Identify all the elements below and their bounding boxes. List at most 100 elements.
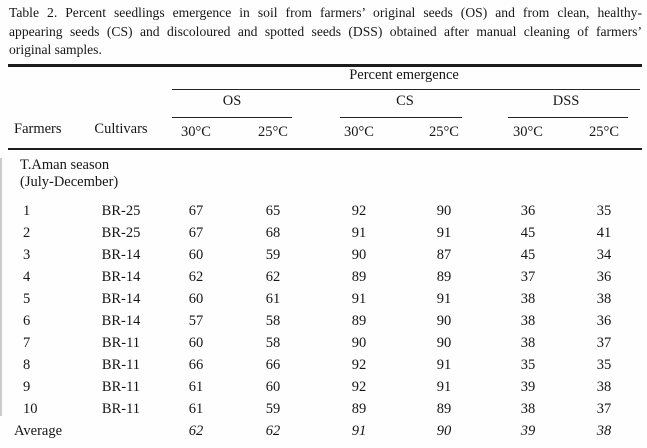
value-cell: 38: [520, 400, 536, 417]
value-cell: 35: [520, 356, 536, 373]
value-cell: 58: [265, 334, 281, 351]
group-label-dss: DSS: [552, 93, 580, 110]
header-row-span: Farmers Cultivars Percent emergence: [8, 65, 642, 150]
table-row: 8 BR-11 66 66 92 91 35 35: [8, 355, 642, 377]
value-cell: 36: [596, 312, 612, 329]
table-row: 1 BR-25 67 65 92 90 36 35: [8, 201, 642, 223]
group-header-os: OS: [166, 90, 320, 118]
value-cell: 41: [596, 224, 612, 241]
season-cell: T.Aman season (July-December): [8, 149, 642, 201]
value-cell: 91: [436, 290, 452, 307]
cultivar-cell: BR-11: [101, 334, 141, 351]
table-row: 5 BR-14 60 61 91 91 38 38: [8, 289, 642, 311]
value-cell: 89: [351, 400, 367, 417]
table-row: 9 BR-11 61 60 92 91 39 38: [8, 377, 642, 399]
group-rule-dss: [508, 116, 629, 118]
table-row: 3 BR-14 60 59 90 87 45 34: [8, 245, 642, 267]
value-cell: 38: [520, 312, 536, 329]
temp-header-cs-25: 25°C: [398, 117, 490, 150]
group-header-cs: CS: [320, 90, 490, 118]
value-cell: 91: [351, 290, 367, 307]
average-value-cell: 62: [265, 422, 281, 439]
value-cell: 35: [596, 202, 612, 219]
header-row-groups: OS CS DSS: [8, 90, 642, 118]
emergence-table: Farmers Cultivars Percent emergence OS C…: [8, 64, 643, 445]
farmer-cell: 1: [23, 202, 31, 219]
table-row: 2 BR-25 67 68 91 91 45 41: [8, 223, 642, 245]
value-cell: 37: [596, 400, 612, 417]
value-cell: 58: [265, 312, 281, 329]
average-label: Average: [14, 422, 63, 439]
group-rule-os: [172, 116, 292, 118]
season-line-1: T.Aman season: [20, 156, 110, 173]
table-caption: Table 2. Percent seedlings emergence in …: [9, 4, 642, 60]
value-cell: 91: [351, 224, 367, 241]
value-cell: 60: [188, 246, 204, 263]
value-cell: 90: [351, 334, 367, 351]
temp-header-os-25: 25°C: [226, 117, 320, 150]
group-header-dss: DSS: [490, 90, 642, 118]
value-cell: 57: [188, 312, 204, 329]
value-cell: 37: [596, 334, 612, 351]
cultivar-cell: BR-14: [101, 268, 141, 285]
value-cell: 90: [351, 246, 367, 263]
farmer-cell: 4: [23, 268, 31, 285]
value-cell: 60: [188, 334, 204, 351]
farmer-cell: 2: [23, 224, 31, 241]
cultivar-cell: BR-14: [101, 290, 141, 307]
temp-header-dss-25: 25°C: [566, 117, 643, 150]
group-label-cs: CS: [396, 93, 414, 110]
table-row: 6 BR-14 57 58 89 90 38 36: [8, 311, 642, 333]
value-cell: 37: [520, 268, 536, 285]
percent-emergence-label: Percent emergence: [349, 67, 459, 84]
value-cell: 92: [351, 202, 367, 219]
value-cell: 67: [188, 224, 204, 241]
temp-header-dss-30: 30°C: [490, 117, 566, 150]
caption-line: Table 2. Percent seedlings emergence in …: [9, 5, 642, 20]
value-cell: 35: [596, 356, 612, 373]
value-cell: 60: [265, 378, 281, 395]
farmer-cell: 8: [23, 356, 31, 373]
cultivar-cell: BR-11: [101, 378, 141, 395]
value-cell: 66: [188, 356, 204, 373]
temp-header-cs-30: 30°C: [320, 117, 398, 150]
farmer-cell: 3: [23, 246, 31, 263]
value-cell: 38: [596, 290, 612, 307]
value-cell: 59: [265, 246, 281, 263]
value-cell: 90: [436, 312, 452, 329]
average-value-cell: 39: [520, 422, 536, 439]
value-cell: 36: [596, 268, 612, 285]
value-cell: 36: [520, 202, 536, 219]
value-cell: 89: [351, 268, 367, 285]
value-cell: 90: [436, 334, 452, 351]
value-cell: 61: [188, 378, 204, 395]
group-rule-cs: [340, 116, 462, 118]
table-row: 10 BR-11 61 59 89 89 38 37: [8, 399, 642, 421]
value-cell: 62: [265, 268, 281, 285]
value-cell: 62: [188, 268, 204, 285]
value-cell: 87: [436, 246, 452, 263]
farmer-cell: 6: [23, 312, 31, 329]
average-row: Average 62 62 91 90 39 38: [8, 421, 642, 445]
season-line-2: (July-December): [20, 174, 119, 190]
caption-line: original samples.: [9, 42, 102, 57]
value-cell: 45: [520, 246, 536, 263]
cultivar-cell: BR-11: [101, 400, 141, 417]
value-cell: 89: [436, 268, 452, 285]
table-row: 7 BR-11 60 58 90 90 38 37: [8, 333, 642, 355]
average-value-cell: 62: [188, 422, 204, 439]
farmer-cell: 9: [23, 378, 31, 395]
season-row: T.Aman season (July-December): [8, 149, 642, 201]
value-cell: 39: [520, 378, 536, 395]
value-cell: 59: [265, 400, 281, 417]
value-cell: 67: [188, 202, 204, 219]
value-cell: 61: [265, 290, 281, 307]
value-cell: 45: [520, 224, 536, 241]
cultivar-cell: BR-25: [101, 224, 141, 241]
average-cultivar-cell: [76, 421, 166, 445]
value-cell: 91: [436, 356, 452, 373]
group-label-os: OS: [222, 93, 242, 110]
value-cell: 92: [351, 356, 367, 373]
value-cell: 90: [436, 202, 452, 219]
